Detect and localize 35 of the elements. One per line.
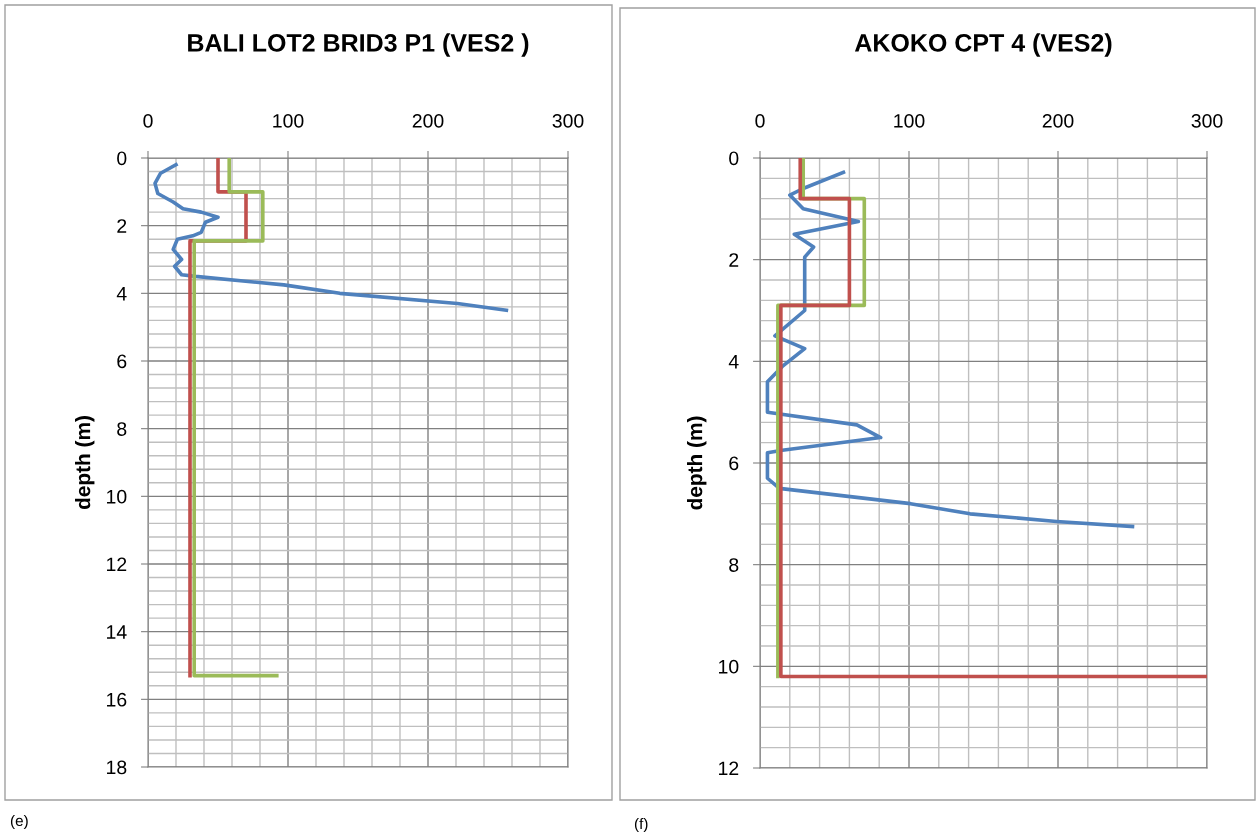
y-tick-label: 6	[117, 354, 127, 369]
y-tick-label: 10	[719, 659, 739, 674]
y-tick-label: 2	[117, 219, 127, 233]
x-tick-label: 300	[552, 114, 584, 128]
y-tick-label: 14	[107, 625, 127, 639]
y-tick-label: 0	[729, 151, 739, 166]
y-tick-label: 6	[729, 456, 739, 471]
y-tick-label: 4	[116, 287, 127, 301]
x-tick-label: 300	[1191, 114, 1223, 128]
x-tick-label: 0	[143, 114, 153, 128]
x-tick-label: 100	[894, 114, 925, 128]
x-tick-label: 0	[755, 114, 765, 128]
y-tick-label: 0	[117, 151, 127, 166]
y-tick-label: 2	[729, 253, 739, 267]
y-tick-label: 16	[107, 692, 127, 707]
x-tick-label: 200	[1042, 114, 1074, 128]
y-tick-label: 12	[107, 557, 127, 572]
line-series	[779, 158, 1207, 679]
y-tick-label: 10	[107, 489, 127, 504]
y-axis-title: depth (m)	[75, 416, 95, 510]
y-tick-label: 12	[719, 761, 739, 776]
chart-title: AKOKO CPT 4 (VES2)	[854, 33, 1112, 57]
y-tick-label: 18	[107, 760, 127, 775]
text: (f)	[634, 817, 648, 833]
y-tick-label: 8	[117, 422, 127, 436]
line-series	[765, 170, 1135, 529]
x-tick-label: 100	[273, 114, 304, 128]
y-axis-title: depth (m)	[687, 416, 707, 510]
line-series	[192, 158, 279, 678]
text: (e)	[10, 814, 28, 830]
y-tick-label: 8	[729, 558, 739, 572]
chart-title: BALI LOT2 BRID3 P1 (VES2 )	[188, 33, 529, 57]
y-tick-label: 4	[728, 355, 739, 369]
line-series	[153, 162, 509, 313]
x-tick-label: 200	[412, 114, 444, 128]
